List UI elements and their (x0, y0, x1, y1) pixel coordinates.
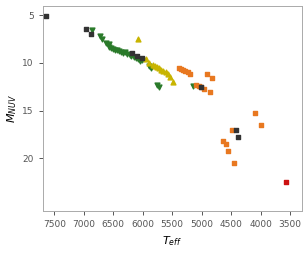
Point (188, 72, 192, 76)
Point (205, 72, 209, 76)
Point (179, 67, 184, 71)
Point (221, 139, 225, 143)
Point (83, 27, 88, 31)
Point (232, 161, 237, 165)
Point (177, 66, 182, 70)
Point (128, 54, 133, 58)
Point (140, 56, 145, 60)
Point (97, 34, 102, 38)
Y-axis label: $M_{NUV}$: $M_{NUV}$ (6, 94, 19, 123)
Point (185, 70, 190, 74)
Point (284, 180, 289, 184)
Point (171, 80, 176, 84)
Point (154, 65, 159, 69)
Point (190, 84, 195, 88)
Point (259, 123, 264, 127)
Point (137, 59, 142, 63)
Point (148, 66, 153, 70)
Point (159, 68, 164, 72)
Point (196, 84, 201, 88)
Point (132, 55, 136, 59)
Point (112, 47, 117, 52)
Point (143, 57, 148, 61)
Point (111, 46, 116, 51)
Point (124, 52, 129, 56)
Point (201, 87, 206, 91)
Point (107, 45, 112, 49)
Point (252, 110, 257, 115)
Point (153, 64, 158, 68)
Point (181, 68, 186, 72)
Point (139, 58, 144, 62)
Point (161, 69, 166, 73)
Point (223, 142, 228, 146)
Point (120, 51, 125, 55)
Point (163, 70, 168, 74)
Point (117, 50, 122, 54)
Point (106, 42, 111, 46)
Point (114, 49, 119, 53)
Point (208, 90, 213, 94)
Point (157, 85, 162, 89)
Point (233, 128, 238, 132)
Point (108, 45, 113, 50)
Point (183, 69, 188, 73)
Point (168, 75, 172, 79)
Point (226, 149, 231, 153)
Point (165, 72, 170, 76)
Point (99, 37, 104, 41)
Point (104, 41, 109, 45)
Point (119, 50, 124, 54)
Point (229, 128, 234, 132)
Point (88, 32, 93, 36)
Point (129, 51, 134, 55)
Point (146, 64, 151, 68)
Point (136, 57, 140, 61)
Point (146, 61, 151, 65)
Point (128, 53, 132, 57)
Point (151, 63, 156, 67)
Point (136, 37, 140, 41)
Point (123, 50, 128, 54)
Point (154, 83, 159, 87)
Point (210, 76, 215, 80)
Point (43, 14, 48, 18)
Point (133, 56, 138, 60)
X-axis label: $T_{eff}$: $T_{eff}$ (162, 235, 182, 248)
Point (236, 135, 241, 139)
Point (89, 28, 94, 33)
Point (199, 85, 204, 89)
Point (157, 66, 162, 70)
Point (194, 83, 199, 87)
Point (199, 85, 204, 89)
Point (134, 54, 139, 58)
